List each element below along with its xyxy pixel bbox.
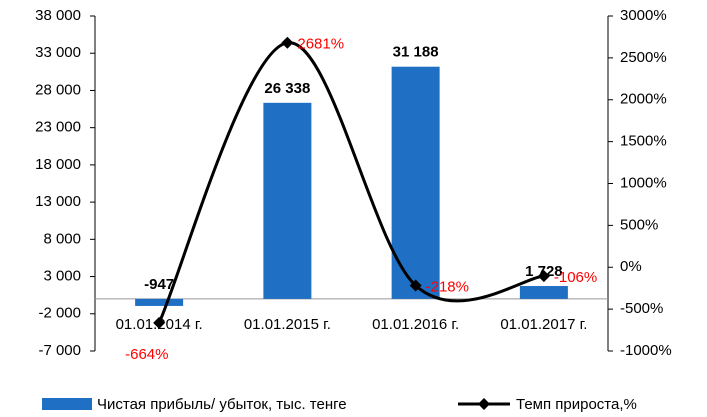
x-tick-label: 01.01.2016 г. [372, 316, 459, 333]
bar [135, 298, 184, 306]
line-value-label: -664% [125, 346, 168, 363]
line [157, 41, 545, 324]
y2-tick-label: 500% [620, 216, 658, 233]
line-value-label: -106% [554, 269, 597, 286]
legend-swatch [42, 398, 92, 410]
y2-tick-label: 1500% [620, 133, 667, 150]
bar [391, 66, 440, 299]
y2-tick-label: 2000% [620, 91, 667, 108]
y2-tick-label: 2500% [620, 49, 667, 66]
legend-marker [478, 398, 490, 410]
x-tick-label: 01.01.2017 г. [500, 316, 587, 333]
line-marker [537, 270, 550, 283]
y-tick-label: 23 000 [35, 119, 81, 136]
bar [519, 286, 568, 299]
y-tick-label: 13 000 [35, 193, 81, 210]
y-tick-label: 3 000 [43, 268, 81, 285]
y2-tick-label: 3000% [620, 7, 667, 24]
bar-value-label: -947 [144, 276, 174, 293]
bar-value-label: 31 188 [393, 44, 439, 61]
bar [263, 102, 312, 299]
y-tick-label: 38 000 [35, 7, 81, 24]
y2-tick-label: 1000% [620, 174, 667, 191]
y2-tick-label: 0% [620, 258, 642, 275]
line-value-label: -218% [426, 278, 469, 295]
y-tick-label: -7 000 [38, 342, 81, 359]
y2-tick-label: -1000% [620, 342, 672, 359]
y-tick-label: 33 000 [35, 44, 81, 61]
x-tick-label: 01.01.2015 г. [244, 316, 331, 333]
line-marker [281, 36, 294, 49]
legend-label: Чистая прибыль/ убыток, тыс. тенге [97, 396, 347, 413]
y-tick-label: 28 000 [35, 81, 81, 98]
bar-value-label: 26 338 [264, 80, 310, 97]
y2-tick-label: -500% [620, 300, 663, 317]
line-marker [409, 279, 422, 292]
y-tick-label: 18 000 [35, 156, 81, 173]
legend-label: Темп прироста,% [516, 396, 637, 413]
y-tick-label: 8 000 [43, 230, 81, 247]
y-tick-label: -2 000 [38, 305, 81, 322]
line-marker [153, 316, 166, 329]
line-value-label: 2681% [297, 36, 344, 53]
